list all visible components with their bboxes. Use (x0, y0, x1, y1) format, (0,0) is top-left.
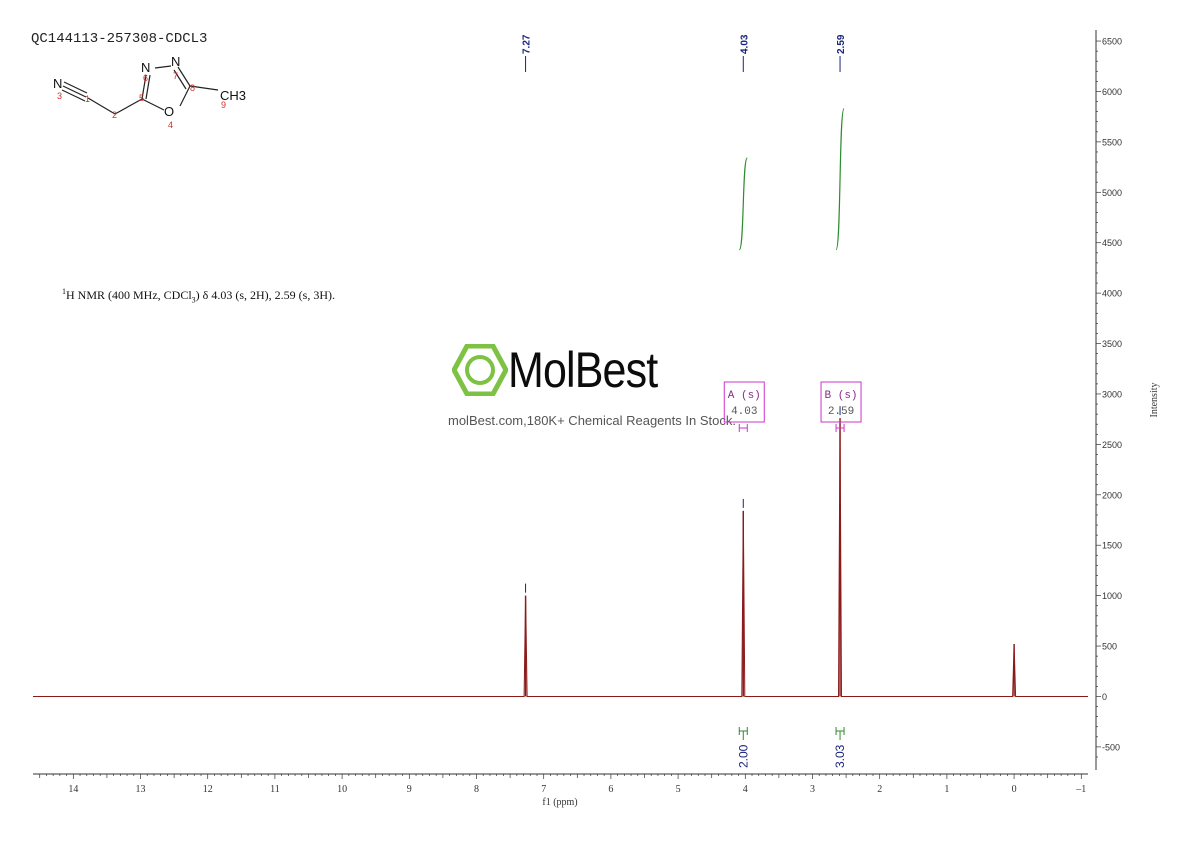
nucleus-superscript: 1 (62, 287, 66, 296)
y-tick-label: 3500 (1102, 339, 1122, 349)
x-tick-label: 9 (407, 784, 412, 795)
sample-id: QC144113-257308-CDCL3 (31, 31, 208, 47)
logo-tagline: molBest.com,180K+ Chemical Reagents In S… (448, 413, 736, 428)
atom-number-7: 7 (173, 71, 178, 81)
nmr-summary: 1H NMR (400 MHz, CDCl3) δ 4.03 (s, 2H), … (62, 287, 335, 304)
y-tick-label: 1000 (1102, 591, 1122, 601)
atom-ch3: CH3 (220, 88, 246, 103)
x-tick-label: 13 (136, 784, 146, 795)
integral-curve (835, 108, 845, 251)
atom-number-8: 8 (190, 83, 195, 93)
multiplet-name: B (s) (825, 390, 858, 402)
peak-label: 7.27 (522, 34, 533, 54)
y-tick-label: 5500 (1102, 137, 1122, 147)
x-tick-label: 6 (608, 784, 613, 795)
x-tick-label: 11 (270, 784, 280, 795)
atom-number-1: 1 (85, 94, 90, 104)
y-tick-label: 3000 (1102, 389, 1122, 399)
peak-label: 4.03 (739, 34, 750, 54)
molbest-logo-icon (452, 344, 508, 396)
x-tick-label: 2 (877, 784, 882, 795)
integral-value: 3.03 (833, 744, 847, 768)
logo-brand-text: MolBest (508, 342, 658, 398)
multiplet-shift: 4.03 (731, 406, 757, 418)
atom-number-4: 4 (168, 120, 173, 130)
atom-o4: O (164, 104, 174, 119)
atom-number-2: 2 (112, 110, 117, 120)
x-tick-label: 5 (676, 784, 681, 795)
atom-n7: N (171, 54, 180, 69)
x-tick-label: 4 (743, 784, 748, 795)
x-axis-label: f1 (ppm) (542, 797, 577, 808)
nmr-summary-text-a: H NMR (400 MHz, CDCl (66, 288, 192, 302)
y-tick-label: 4000 (1102, 289, 1122, 299)
atom-number-3: 3 (57, 91, 62, 101)
y-tick-label: 500 (1102, 642, 1117, 652)
x-tick-label: 14 (68, 784, 78, 795)
y-tick-label: 2000 (1102, 490, 1122, 500)
x-tick-label: 10 (337, 784, 347, 795)
x-tick-label: 0 (1012, 784, 1017, 795)
integral-curve (738, 157, 748, 251)
molecule-structure: N N N O CH3 1 2 3 4 5 6 7 8 9 (53, 54, 246, 130)
integral-value: 2.00 (736, 744, 750, 768)
x-tick-label: 7 (541, 784, 546, 795)
multiplet-shift: 2.59 (828, 406, 854, 418)
x-tick-label: 8 (474, 784, 479, 795)
x-tick-label: 3 (810, 784, 815, 795)
y-axis-label: Intensity (1149, 383, 1160, 418)
multiplet-box (723, 381, 765, 423)
y-tick-label: 6500 (1102, 37, 1122, 47)
atom-number-6: 6 (143, 73, 148, 83)
y-tick-label: -500 (1102, 742, 1120, 752)
y-tick-label: 1500 (1102, 541, 1122, 551)
y-tick-label: 6000 (1102, 87, 1122, 97)
atom-n3: N (53, 76, 62, 91)
x-tick-label: –1 (1075, 784, 1086, 795)
nmr-summary-text-b: ) δ 4.03 (s, 2H), 2.59 (s, 3H). (195, 288, 335, 302)
y-tick-label: 2500 (1102, 440, 1122, 450)
y-tick-label: 4500 (1102, 238, 1122, 248)
y-tick-label: 0 (1102, 692, 1107, 702)
atom-n6: N (141, 60, 150, 75)
peak-label: 2.59 (836, 34, 847, 54)
spectrum-trace (33, 418, 1088, 697)
multiplet-box (820, 381, 862, 423)
atom-number-5: 5 (139, 93, 144, 103)
x-tick-label: 12 (203, 784, 213, 795)
x-tick-label: 1 (944, 784, 949, 795)
y-tick-label: 5000 (1102, 188, 1122, 198)
solvent-subscript: 3 (191, 295, 196, 305)
atom-number-9: 9 (221, 100, 226, 110)
multiplet-name: A (s) (728, 390, 761, 402)
